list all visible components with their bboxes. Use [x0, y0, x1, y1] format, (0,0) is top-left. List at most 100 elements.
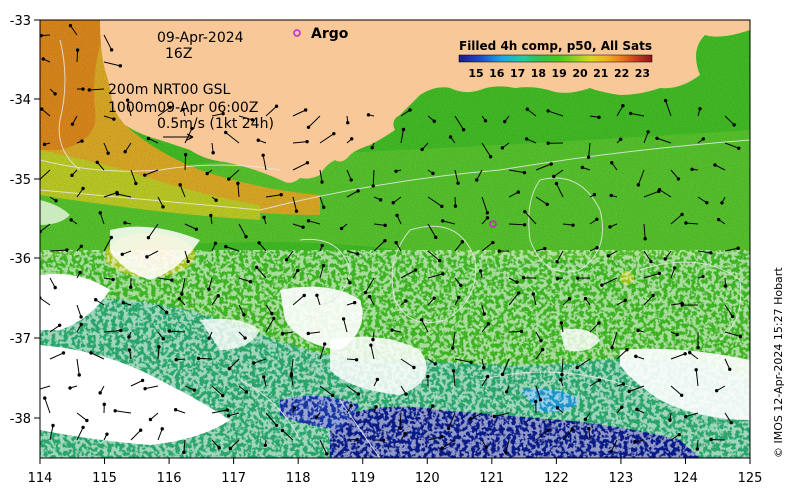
velocity-arrow-head [701, 137, 706, 141]
colorbar-label: 18 [531, 67, 546, 80]
velocity-arrow-head [546, 428, 550, 432]
velocity-arrow [453, 370, 456, 387]
velocity-arrow-head [680, 303, 684, 307]
velocity-arrow-head [186, 259, 190, 264]
velocity-arrow-head [127, 348, 132, 352]
velocity-arrow [441, 439, 456, 449]
velocity-arrow-head [621, 382, 626, 386]
velocity-arrow-head [440, 446, 444, 451]
velocity-arrow-head [515, 280, 519, 284]
velocity-arrow-head [500, 146, 505, 150]
velocity-arrow-head [623, 298, 627, 303]
velocity-arrow-head [174, 358, 178, 362]
velocity-arrow [448, 412, 456, 429]
velocity-arrow [148, 223, 159, 238]
velocity-arrow-head [274, 423, 279, 427]
velocity-arrow-head [369, 343, 373, 347]
velocity-arrow-head [628, 111, 633, 116]
velocity-arrow-head [177, 297, 182, 301]
velocity-arrow [508, 292, 520, 306]
velocity-arrow [184, 154, 187, 171]
velocity-arrow [670, 353, 686, 360]
velocity-arrow [308, 115, 321, 128]
velocity-arrow-head [81, 425, 85, 430]
velocity-arrow-head [534, 399, 538, 404]
credit-text: © IMOS 12-Apr-2024 15:27 Hobart [772, 267, 785, 458]
velocity-arrow [117, 193, 132, 198]
velocity-arrow [115, 410, 132, 414]
velocity-arrow-head [102, 402, 106, 407]
velocity-arrow [508, 169, 525, 174]
x-axis: 114 115 116 117 118 119 120 121 122 123 124 125 [28, 458, 762, 486]
velocity-arrow [535, 163, 552, 171]
velocity-arrow [724, 358, 731, 370]
velocity-arrow [258, 242, 267, 252]
velocity-arrow [198, 357, 213, 360]
velocity-arrow [724, 142, 739, 149]
velocity-arrow [508, 191, 519, 198]
velocity-arrow [211, 439, 220, 449]
velocity-arrow [373, 223, 386, 226]
velocity-arrow-head [374, 405, 378, 409]
velocity-arrow [290, 375, 294, 387]
velocity-arrow-head [676, 177, 681, 181]
velocity-arrow-head [170, 278, 174, 282]
velocity-arrow [637, 169, 645, 186]
depth-info-line2: 1000m09-Apr 06:00Z [108, 100, 258, 116]
velocity-arrow [555, 183, 564, 198]
velocity-arrow-head [314, 415, 319, 419]
velocity-arrow-head [225, 408, 230, 412]
velocity-arrow-head [683, 352, 687, 356]
y-axis: -33 -34 -35 -36 -37 -38 [10, 14, 40, 427]
x-tick-label: 121 [479, 471, 504, 486]
velocity-arrow-head [737, 146, 741, 150]
velocity-arrow [282, 331, 294, 335]
speed-scale-label: 0.5m/s (1kt 24h) [157, 116, 274, 132]
velocity-arrow [157, 107, 171, 117]
velocity-arrow-head [356, 189, 360, 193]
velocity-arrow [724, 304, 734, 317]
velocity-arrow-head [538, 398, 543, 402]
velocity-arrow-head [80, 139, 84, 143]
velocity-arrow [346, 169, 352, 181]
velocity-arrow-head [181, 107, 185, 112]
velocity-arrow [208, 277, 213, 290]
velocity-arrow-head [252, 361, 256, 365]
velocity-arrow-head [618, 137, 623, 142]
velocity-arrow [229, 439, 240, 449]
velocity-arrow [319, 385, 333, 396]
x-tick-label: 114 [28, 471, 53, 486]
velocity-arrow-head [404, 392, 408, 396]
velocity-arrow [211, 113, 224, 117]
velocity-arrow-head [516, 190, 521, 194]
velocity-arrow-head [690, 167, 694, 171]
velocity-arrow [292, 223, 304, 228]
velocity-arrow-head [713, 163, 717, 167]
velocity-arrow [238, 304, 245, 315]
velocity-arrow-head [575, 365, 579, 370]
velocity-arrow-head [441, 272, 445, 276]
velocity-arrow [262, 155, 267, 171]
velocity-arrow-head [346, 121, 350, 125]
velocity-arrow [588, 142, 591, 158]
velocity-arrow [49, 324, 60, 333]
velocity-arrow-head [420, 147, 424, 152]
velocity-arrow-head [120, 252, 124, 257]
velocity-arrow [89, 88, 105, 91]
velocity-arrow [308, 331, 321, 334]
argo-legend-label: Argo [311, 26, 349, 42]
velocity-arrow-head [554, 181, 559, 186]
velocity-arrow-head [675, 332, 679, 337]
velocity-arrow [524, 211, 537, 225]
velocity-arrow [292, 162, 308, 171]
velocity-arrow [76, 188, 84, 198]
velocity-arrow-head [332, 131, 336, 136]
velocity-arrow [481, 142, 492, 157]
velocity-arrow-head [451, 369, 456, 373]
velocity-arrow-head [228, 446, 233, 451]
velocity-arrow-head [546, 109, 550, 113]
velocity-arrow-head [390, 328, 394, 332]
velocity-arrow-head [221, 111, 225, 116]
velocity-arrow-head [227, 177, 231, 181]
velocity-arrow-head [608, 225, 612, 229]
